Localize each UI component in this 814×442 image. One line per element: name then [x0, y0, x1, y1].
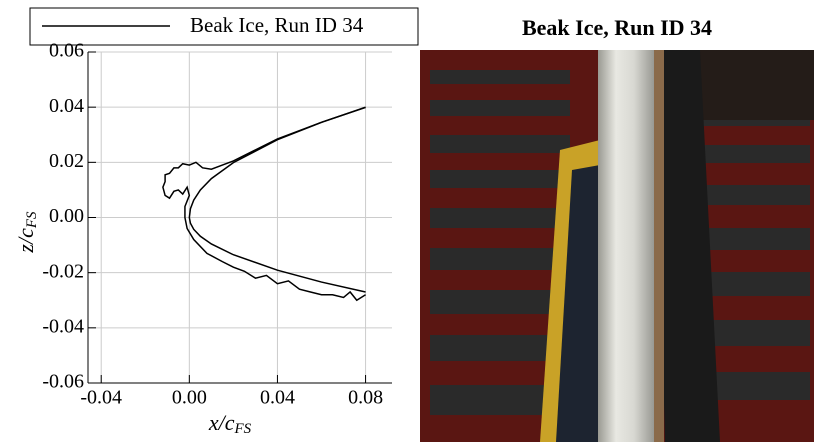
photo-title: Beak Ice, Run ID 34 [522, 15, 712, 40]
y-tick-label: 0.00 [49, 205, 84, 227]
x-axis-label: x/cFS [208, 410, 252, 437]
x-tick-label: 0.04 [260, 387, 295, 409]
x-tick-label: 0.00 [172, 387, 207, 409]
y-tick-label: 0.06 [49, 40, 84, 62]
y-tick-label: -0.06 [42, 371, 84, 393]
y-tick-label: 0.04 [49, 95, 84, 117]
photo [420, 50, 814, 442]
data-line [162, 106, 366, 302]
legend-label: Beak Ice, Run ID 34 [190, 13, 364, 37]
y-tick-label: 0.02 [49, 150, 84, 172]
data-line [188, 106, 366, 293]
x-tick-label: 0.08 [348, 387, 383, 409]
y-axis-label: z/cFS [13, 211, 40, 254]
y-tick-label: -0.04 [42, 315, 84, 337]
y-tick-label: -0.02 [42, 260, 84, 282]
x-tick-label: -0.04 [80, 387, 122, 409]
